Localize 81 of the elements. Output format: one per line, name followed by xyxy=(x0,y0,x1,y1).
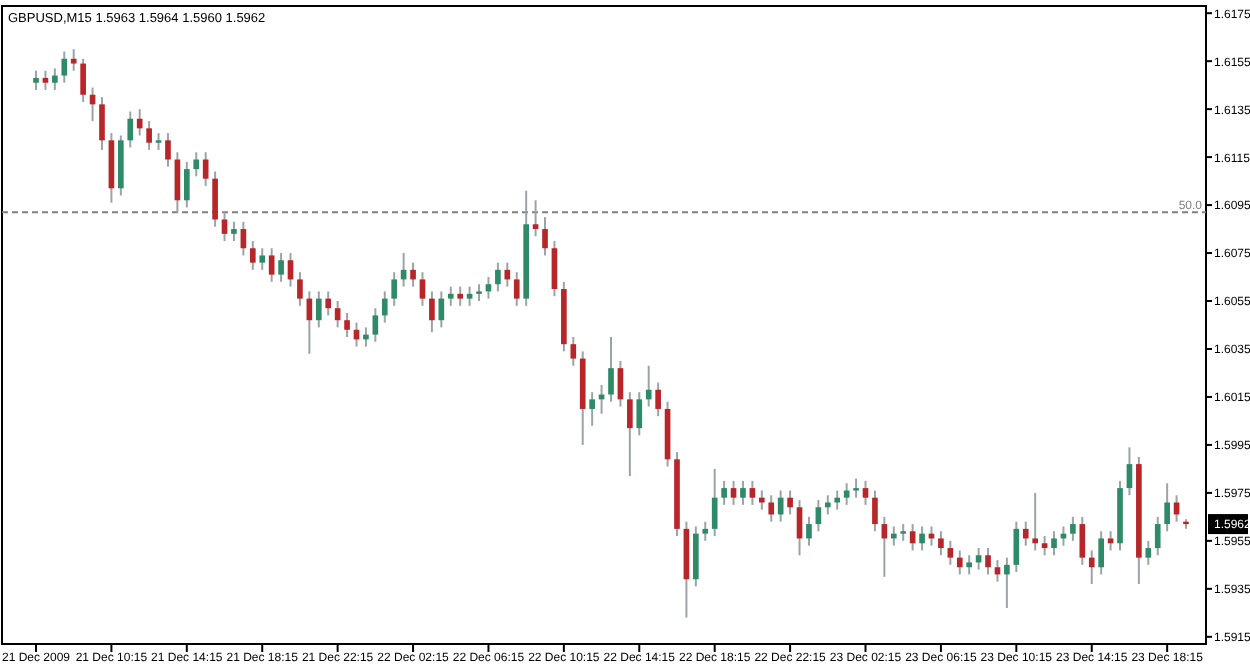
candlestick xyxy=(297,271,303,307)
candlestick xyxy=(61,50,68,84)
candlestick xyxy=(80,57,86,103)
candlestick xyxy=(711,467,718,538)
candlestick xyxy=(985,547,991,576)
candlestick xyxy=(410,261,416,288)
candlestick xyxy=(956,549,963,576)
candlestick xyxy=(42,69,49,91)
candlestick xyxy=(1004,556,1010,610)
candlestick xyxy=(570,335,577,367)
candlestick xyxy=(429,290,435,334)
candlestick xyxy=(730,479,737,506)
candlestick xyxy=(627,391,633,478)
candlestick xyxy=(740,479,746,506)
candlestick xyxy=(52,67,58,91)
candlestick xyxy=(193,151,200,178)
candlestick xyxy=(824,494,831,516)
candlestick xyxy=(221,211,228,243)
candlestick xyxy=(136,108,143,137)
candlestick xyxy=(1154,515,1161,557)
candlestick xyxy=(1079,515,1086,566)
candlestick xyxy=(1098,530,1104,576)
candlestick xyxy=(372,307,379,343)
candlestick xyxy=(165,132,171,168)
candlestick xyxy=(1032,491,1039,552)
candlestick xyxy=(768,494,775,523)
candlestick xyxy=(636,391,643,437)
candlestick xyxy=(1070,515,1076,542)
candlestick xyxy=(777,489,784,523)
candlestick xyxy=(1164,482,1170,533)
candlestick xyxy=(862,479,869,506)
candlestick xyxy=(872,489,878,533)
candlestick xyxy=(278,252,284,283)
candlestick xyxy=(645,364,652,408)
candlestick xyxy=(183,160,190,209)
candlestick xyxy=(1145,539,1152,566)
candlestick xyxy=(843,482,850,506)
candlestick xyxy=(127,110,134,149)
candlestick xyxy=(947,539,954,566)
candlestick xyxy=(259,247,266,271)
candlestick xyxy=(33,69,39,91)
candlestick xyxy=(419,271,426,307)
candlestick xyxy=(495,261,501,293)
candlestick xyxy=(938,530,944,557)
candlestick xyxy=(268,247,275,283)
candlestick xyxy=(1088,549,1095,586)
candlestick xyxy=(202,151,209,187)
candlestick xyxy=(249,240,256,271)
candlestick xyxy=(466,285,473,307)
candlestick xyxy=(504,261,511,288)
candlestick xyxy=(315,290,322,329)
candlestick xyxy=(589,391,595,427)
candlestick xyxy=(787,489,793,516)
candlestick xyxy=(532,199,539,238)
candlestick xyxy=(542,216,548,257)
candlestick xyxy=(1107,530,1114,552)
candlestick xyxy=(806,515,812,547)
candlestick xyxy=(391,271,398,307)
candlestick xyxy=(212,170,218,228)
candlestick xyxy=(655,381,661,418)
candlestick xyxy=(919,525,925,552)
candlestick xyxy=(693,525,699,588)
candlestick xyxy=(325,290,332,317)
candlestick xyxy=(608,335,614,403)
candlestick xyxy=(344,312,350,338)
candlestick xyxy=(749,479,756,506)
candlestick xyxy=(1022,520,1029,547)
candlestick xyxy=(447,285,454,307)
candlestick xyxy=(702,520,709,542)
candlestick xyxy=(70,48,77,72)
candlestick xyxy=(231,220,237,243)
candlestick xyxy=(118,134,124,197)
candlestick xyxy=(721,479,727,506)
candlestick xyxy=(513,271,520,307)
candlestick xyxy=(966,554,973,576)
candlestick xyxy=(1041,535,1048,557)
candlestick xyxy=(381,290,388,324)
candlestick xyxy=(1051,530,1057,557)
candlestick xyxy=(457,285,464,307)
candlestick xyxy=(99,96,105,151)
candlestick xyxy=(146,120,152,151)
